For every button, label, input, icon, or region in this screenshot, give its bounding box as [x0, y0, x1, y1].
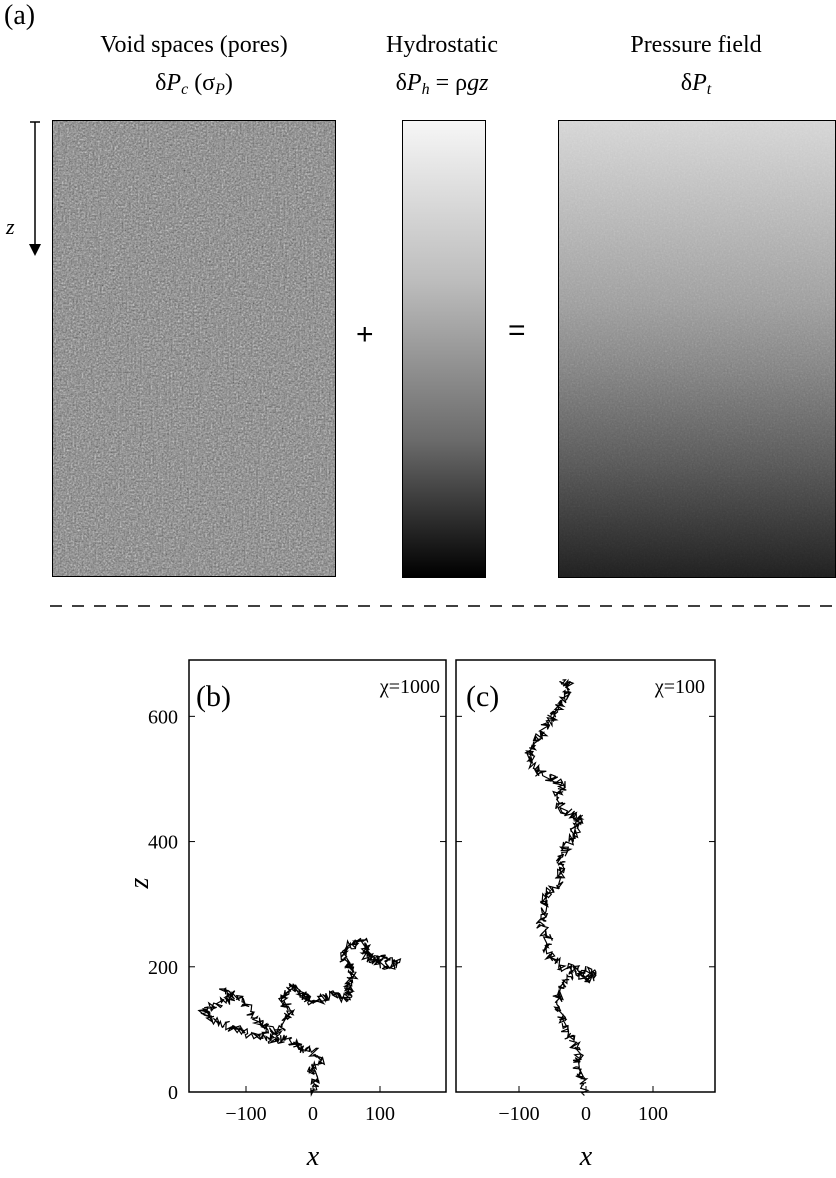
hydrostatic-title: Hydrostatic [386, 32, 498, 58]
hydrostatic-formula: δPh = ρgz [395, 70, 489, 98]
x-tick-label: 100 [365, 1103, 395, 1125]
trajectory-chi-1000 [197, 937, 402, 1097]
panel-b-label: (b) [196, 680, 231, 713]
y-tick-label: 0 [168, 1082, 178, 1104]
hydrostatic-gradient [402, 120, 486, 578]
total-formula: δPt [680, 70, 712, 98]
x-axis-label-c: x [579, 1141, 593, 1172]
y-tick-label: 400 [148, 832, 178, 854]
equals-sign: = [508, 314, 526, 347]
y-tick-label: 200 [148, 957, 178, 979]
x-tick-label: −100 [498, 1103, 539, 1125]
x-tick-label: 100 [638, 1103, 668, 1125]
panel-separator [50, 605, 836, 607]
x-tick-label: −100 [225, 1103, 266, 1125]
z-direction-arrow [29, 121, 41, 256]
x-tick-label: 0 [581, 1103, 591, 1125]
y-tick-label: 600 [148, 706, 178, 728]
panel-b-chi: χ=1000 [379, 676, 440, 698]
pressure-noise-field [558, 120, 836, 578]
z-arrow-label: z [6, 214, 15, 239]
x-tick-label: 0 [308, 1103, 318, 1125]
pressure-field-title: Pressure field [630, 32, 762, 58]
y-axis-label: z [124, 877, 155, 889]
panel-c-frame [455, 659, 716, 1093]
pore-noise-field [52, 120, 336, 577]
capillary-formula: δPc (σP) [155, 70, 233, 98]
pores-title: Void spaces (pores) [100, 32, 288, 58]
x-axis-label-b: x [306, 1141, 320, 1172]
panel-c-label: (c) [466, 680, 499, 713]
panel-c-chi: χ=100 [654, 676, 705, 698]
panel-b-frame [188, 659, 447, 1093]
trajectory-chi-100 [524, 678, 597, 1096]
panel-a-label: (a) [4, 0, 36, 31]
plus-sign: + [356, 318, 374, 351]
trajectory-plots: 0 200 400 600 −100 0 100 −100 0 100 (b) χ=1000 (c… [124, 659, 716, 1172]
